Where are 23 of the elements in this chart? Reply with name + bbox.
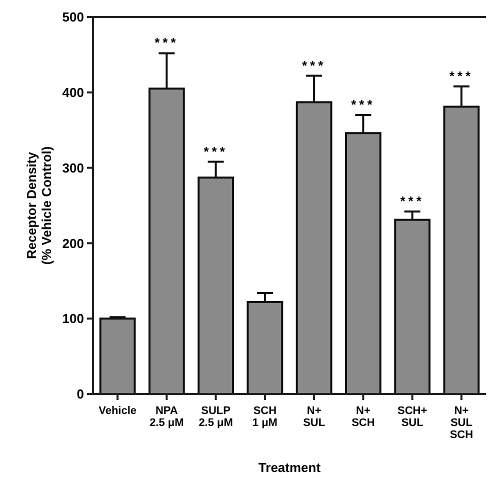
annotation: *** xyxy=(400,194,424,209)
y-tick-label: 400 xyxy=(62,84,84,100)
x-tick-label: N+ SCH xyxy=(352,405,375,429)
annotation: *** xyxy=(302,58,326,73)
y-tick-label: 300 xyxy=(62,160,84,176)
annotation: *** xyxy=(204,144,228,159)
x-tick-label: N+ SUL xyxy=(303,405,326,429)
x-axis-title: Treatment xyxy=(258,460,322,475)
x-tick-label: N+ SUL SCH xyxy=(450,405,474,441)
x-tick-label: SCH 1 μM xyxy=(252,405,278,429)
x-tick-label: SCH+ SUL xyxy=(397,405,428,429)
y-tick-label: 0 xyxy=(76,386,84,402)
x-tick-label: Vehicle xyxy=(98,405,137,417)
bar xyxy=(99,318,136,395)
annotation: *** xyxy=(449,68,474,84)
x-tick-label: SULP 2.5 μM xyxy=(198,405,233,429)
annotation: *** xyxy=(154,35,179,50)
annotation: *** xyxy=(351,97,376,112)
x-tick-label: NPA 2.5 μM xyxy=(150,405,184,429)
y-tick-label: 500 xyxy=(62,10,84,25)
y-tick-label: 100 xyxy=(62,311,84,326)
y-axis-title: Receptor Density (% Vehicle Control) xyxy=(24,146,54,265)
y-tick-label: 200 xyxy=(62,236,84,251)
